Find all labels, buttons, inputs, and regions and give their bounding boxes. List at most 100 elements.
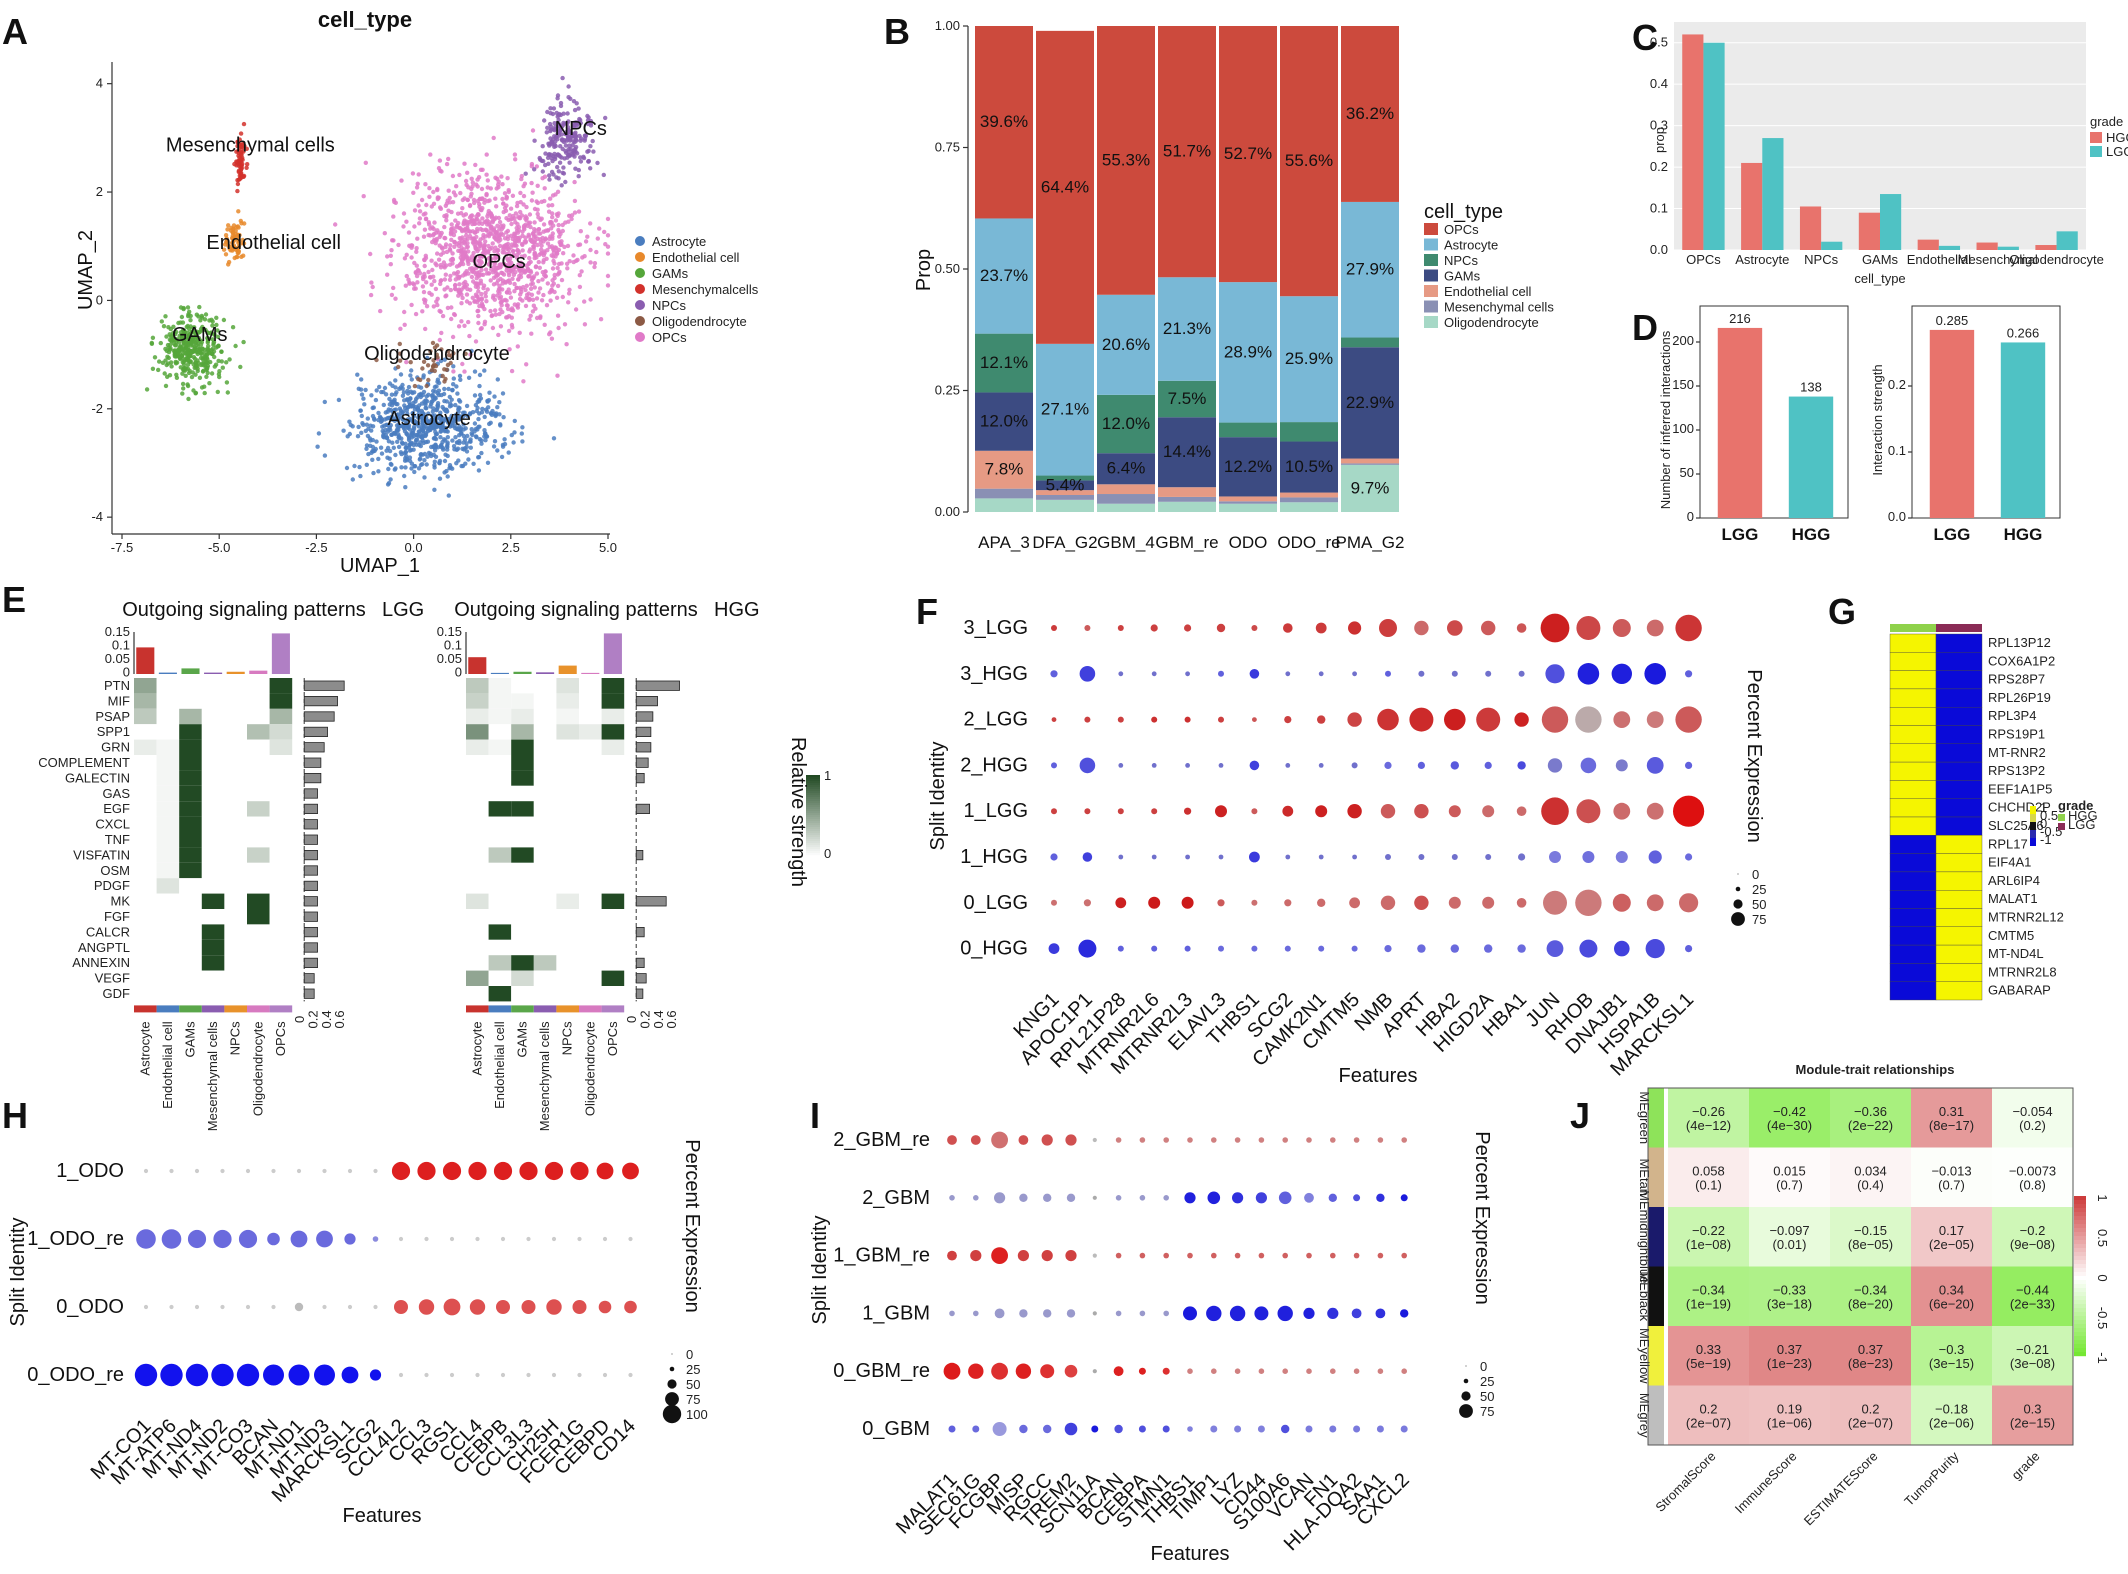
legend-label: Astrocyte	[1444, 238, 1498, 253]
dot	[1646, 711, 1664, 728]
umap-point	[394, 390, 399, 395]
umap-point	[402, 473, 407, 479]
heatmap-cell	[533, 924, 557, 940]
dot	[1043, 1309, 1052, 1318]
umap-point	[456, 293, 461, 298]
heatmap-cell	[269, 816, 293, 832]
umap-point	[463, 279, 468, 285]
bar-label: 216	[1729, 311, 1751, 326]
colorbar-step	[2030, 830, 2036, 838]
umap-point	[242, 221, 247, 226]
dot	[442, 1161, 462, 1181]
column-label: Astrocyte	[469, 1021, 484, 1075]
umap-point	[557, 154, 563, 159]
umap-point	[521, 285, 526, 290]
row-label: VEGF	[95, 971, 130, 986]
cell-pvalue: (0.1)	[1695, 1177, 1722, 1192]
dot	[1079, 757, 1096, 774]
size-legend-dot	[1733, 899, 1743, 909]
heatmap-title: Outgoing signaling patterns	[454, 599, 698, 621]
umap-point	[445, 440, 450, 445]
cell-value: −0.22	[1692, 1223, 1725, 1238]
umap-point	[497, 227, 502, 232]
heatmap-cell	[601, 955, 625, 971]
umap-point	[558, 242, 563, 248]
heatmap-cell	[1935, 670, 1983, 690]
side-bar	[635, 711, 654, 722]
side-bar	[303, 942, 318, 953]
umap-point	[446, 208, 451, 213]
umap-point	[557, 160, 563, 165]
umap-point	[476, 289, 481, 294]
size-legend-dot	[665, 1392, 679, 1406]
umap-point	[500, 271, 505, 276]
umap-point	[486, 222, 492, 227]
bar-label: 14.4%	[1163, 442, 1211, 461]
umap-point	[388, 423, 393, 428]
umap-point	[487, 261, 492, 267]
umap-point	[241, 121, 247, 127]
umap-point	[417, 442, 422, 448]
bar-segment	[1341, 458, 1399, 464]
umap-point	[416, 203, 421, 208]
umap-point	[435, 296, 440, 301]
dot	[1092, 1137, 1097, 1143]
umap-point	[355, 372, 360, 377]
umap-point	[412, 464, 417, 469]
heatmap-cell	[556, 939, 579, 956]
row-label: MEyellow	[1637, 1328, 1652, 1384]
umap-point	[559, 277, 565, 283]
dot	[602, 1236, 608, 1242]
umap-point	[484, 434, 489, 439]
umap-point	[480, 406, 485, 412]
dot	[1646, 757, 1664, 774]
umap-point	[477, 411, 482, 416]
umap-point	[499, 454, 505, 460]
bar-label: 64.4%	[1041, 177, 1089, 196]
dot	[602, 1372, 608, 1378]
heatmap-cell	[488, 878, 512, 894]
x-tick-label: 0.0	[405, 540, 423, 555]
heatmap-cell	[201, 785, 225, 802]
colorbar-step	[2030, 814, 2036, 822]
umap-point	[540, 277, 545, 282]
bar-segment	[1280, 502, 1338, 512]
cell-pvalue: (0.7)	[1938, 1177, 1965, 1192]
umap-point	[388, 253, 393, 258]
heatmap-cell	[134, 986, 157, 1002]
colorbar-tick: 1	[2095, 1194, 2110, 1201]
umap-point	[410, 281, 416, 286]
umap-point	[605, 244, 611, 249]
colorbar-tick: -1	[2095, 1352, 2110, 1364]
umap-point	[470, 184, 475, 189]
dot	[1546, 940, 1564, 957]
heatmap-cell	[247, 801, 270, 817]
heatmap-cell	[533, 862, 557, 879]
dot	[1139, 1137, 1146, 1143]
umap-point	[193, 363, 199, 368]
heatmap-cell	[533, 724, 557, 740]
x-tick-label: ODO	[1229, 533, 1268, 552]
umap-point	[355, 434, 361, 439]
side-tick-label: 0.6	[664, 1010, 679, 1028]
umap-point	[529, 180, 534, 186]
heatmap-cell	[579, 739, 602, 755]
dot	[1549, 851, 1561, 863]
umap-point	[566, 147, 571, 152]
heatmap-cell	[601, 739, 625, 755]
cell-value: 0.17	[1939, 1223, 1964, 1238]
heatmap-cell	[556, 893, 579, 909]
dot	[1540, 613, 1570, 643]
umap-points	[144, 75, 611, 498]
cell-pvalue: (2e−22)	[1848, 1118, 1893, 1133]
umap-point	[469, 176, 474, 181]
umap-point	[185, 382, 190, 387]
dot	[949, 1310, 955, 1317]
umap-point	[484, 409, 490, 414]
dot	[1285, 854, 1291, 860]
umap-point	[451, 271, 457, 276]
umap-point	[366, 451, 371, 457]
umap-point	[514, 285, 519, 291]
umap-point	[352, 463, 357, 469]
dot	[1673, 795, 1705, 827]
